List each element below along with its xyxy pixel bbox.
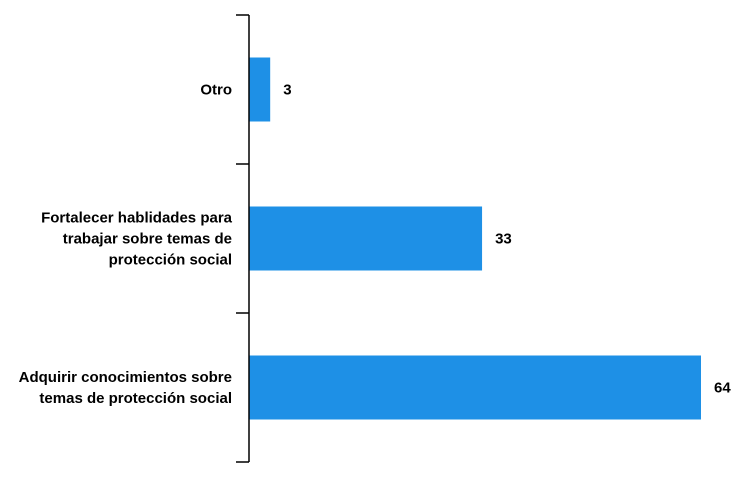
data-label: 64 bbox=[714, 380, 731, 397]
data-label: 33 bbox=[495, 231, 512, 248]
y-axis bbox=[236, 14, 250, 463]
category-label-line: Adquirir conocimientos sobre bbox=[19, 369, 232, 386]
category-label: Fortalecer hablidades para trabajar sobre… bbox=[41, 210, 233, 269]
bar bbox=[249, 206, 483, 271]
category-label-line: protección social bbox=[109, 252, 232, 269]
category-label: Adquirir conocimientos sobre temas de pro… bbox=[19, 369, 232, 407]
category-label-line: Fortalecer hablidades para bbox=[41, 210, 233, 227]
category-label-line: temas de protección social bbox=[39, 390, 232, 407]
category-label-line: Otro bbox=[200, 82, 232, 99]
data-label: 3 bbox=[283, 82, 291, 99]
category-label-line: trabajar sobre temas de bbox=[63, 231, 232, 248]
bars-layer bbox=[249, 57, 701, 420]
bar bbox=[249, 355, 701, 420]
category-labels: Adquirir conocimientos sobre temas de pro… bbox=[19, 82, 233, 408]
category-label: Otro bbox=[200, 82, 232, 99]
bar bbox=[249, 57, 271, 122]
